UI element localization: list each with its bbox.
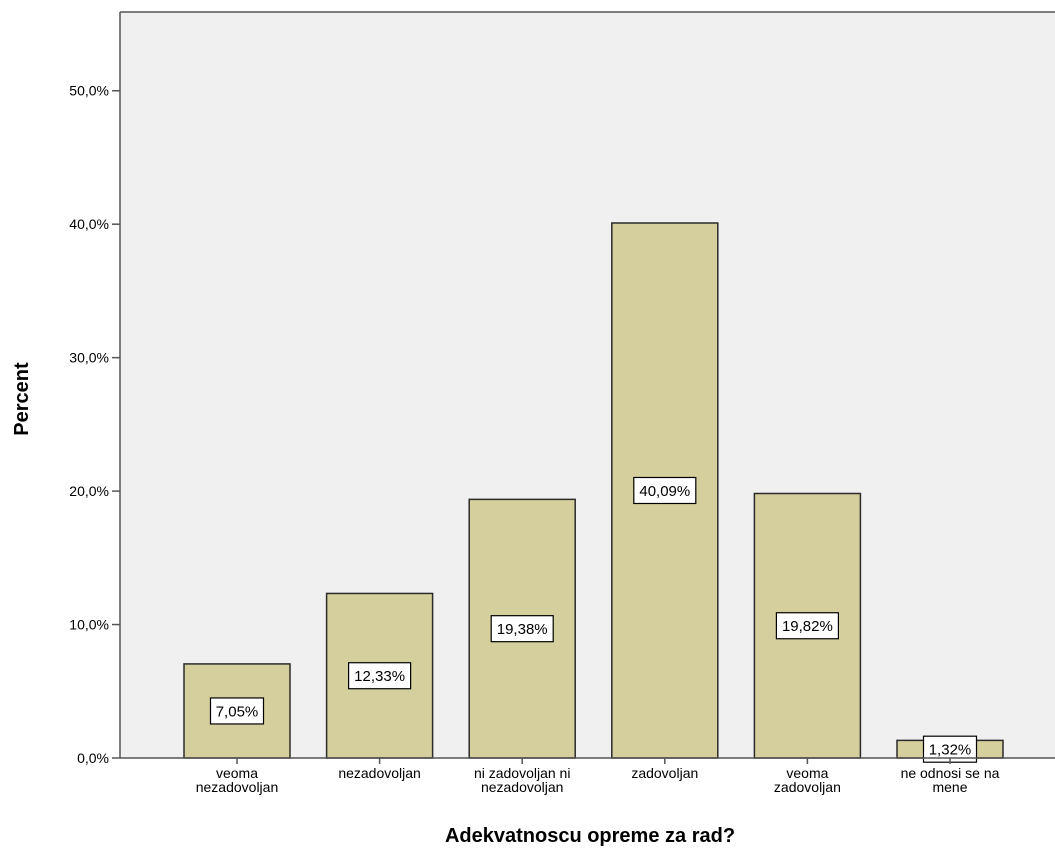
y-tick-label: 40,0% <box>69 216 109 232</box>
y-tick-label: 50,0% <box>69 83 109 99</box>
y-tick-label: 30,0% <box>69 350 109 366</box>
data-label-text: 12,33% <box>354 668 405 685</box>
data-label-text: 1,32% <box>929 742 972 759</box>
plot-area <box>120 12 1055 758</box>
data-label-box <box>633 476 697 505</box>
y-axis-title: Percent <box>11 362 33 436</box>
data-label-text: 19,38% <box>497 621 548 638</box>
x-tick-label: ne odnosi se na mene <box>901 765 1000 795</box>
data-label: 19,38% <box>490 615 554 643</box>
x-tick-label: nezadovoljan <box>338 765 421 781</box>
x-tick-label: veoma zadovoljan <box>774 765 841 795</box>
data-label-box <box>209 697 265 725</box>
data-label: 12,33% <box>348 662 412 690</box>
y-tick-label: 10,0% <box>69 617 109 633</box>
x-tick-label: ni zadovoljan ni nezadovoljan <box>474 765 571 795</box>
data-label: 19,82% <box>775 612 840 640</box>
data-label-text: 40,09% <box>639 483 690 500</box>
bars: 7,05% 12,33% 19,38% 40,09% 19,82% 1,32% <box>183 222 1004 763</box>
y-tick-label: 20,0% <box>69 483 109 499</box>
x-axis: veoma nezadovoljan nezadovoljan ni zadovolj… <box>120 757 1055 795</box>
x-tick-label: veoma nezadovoljan <box>196 765 279 795</box>
data-label-box <box>775 612 840 640</box>
data-label-text: 19,82% <box>782 618 833 635</box>
data-label: 7,05% <box>209 697 265 725</box>
x-tick-label: zadovoljan <box>631 765 698 781</box>
x-axis-title: Adekvatnoscu opreme za rad? <box>445 825 735 847</box>
y-tick-label: 0,0% <box>77 750 109 766</box>
data-label-box <box>348 662 412 690</box>
data-label-text: 7,05% <box>216 703 259 720</box>
data-label: 40,09% <box>633 476 697 505</box>
data-label-box <box>490 615 554 643</box>
y-axis: 0,0% 10,0% 20,0% 30,0% 40,0% 50,0% <box>69 11 1055 766</box>
